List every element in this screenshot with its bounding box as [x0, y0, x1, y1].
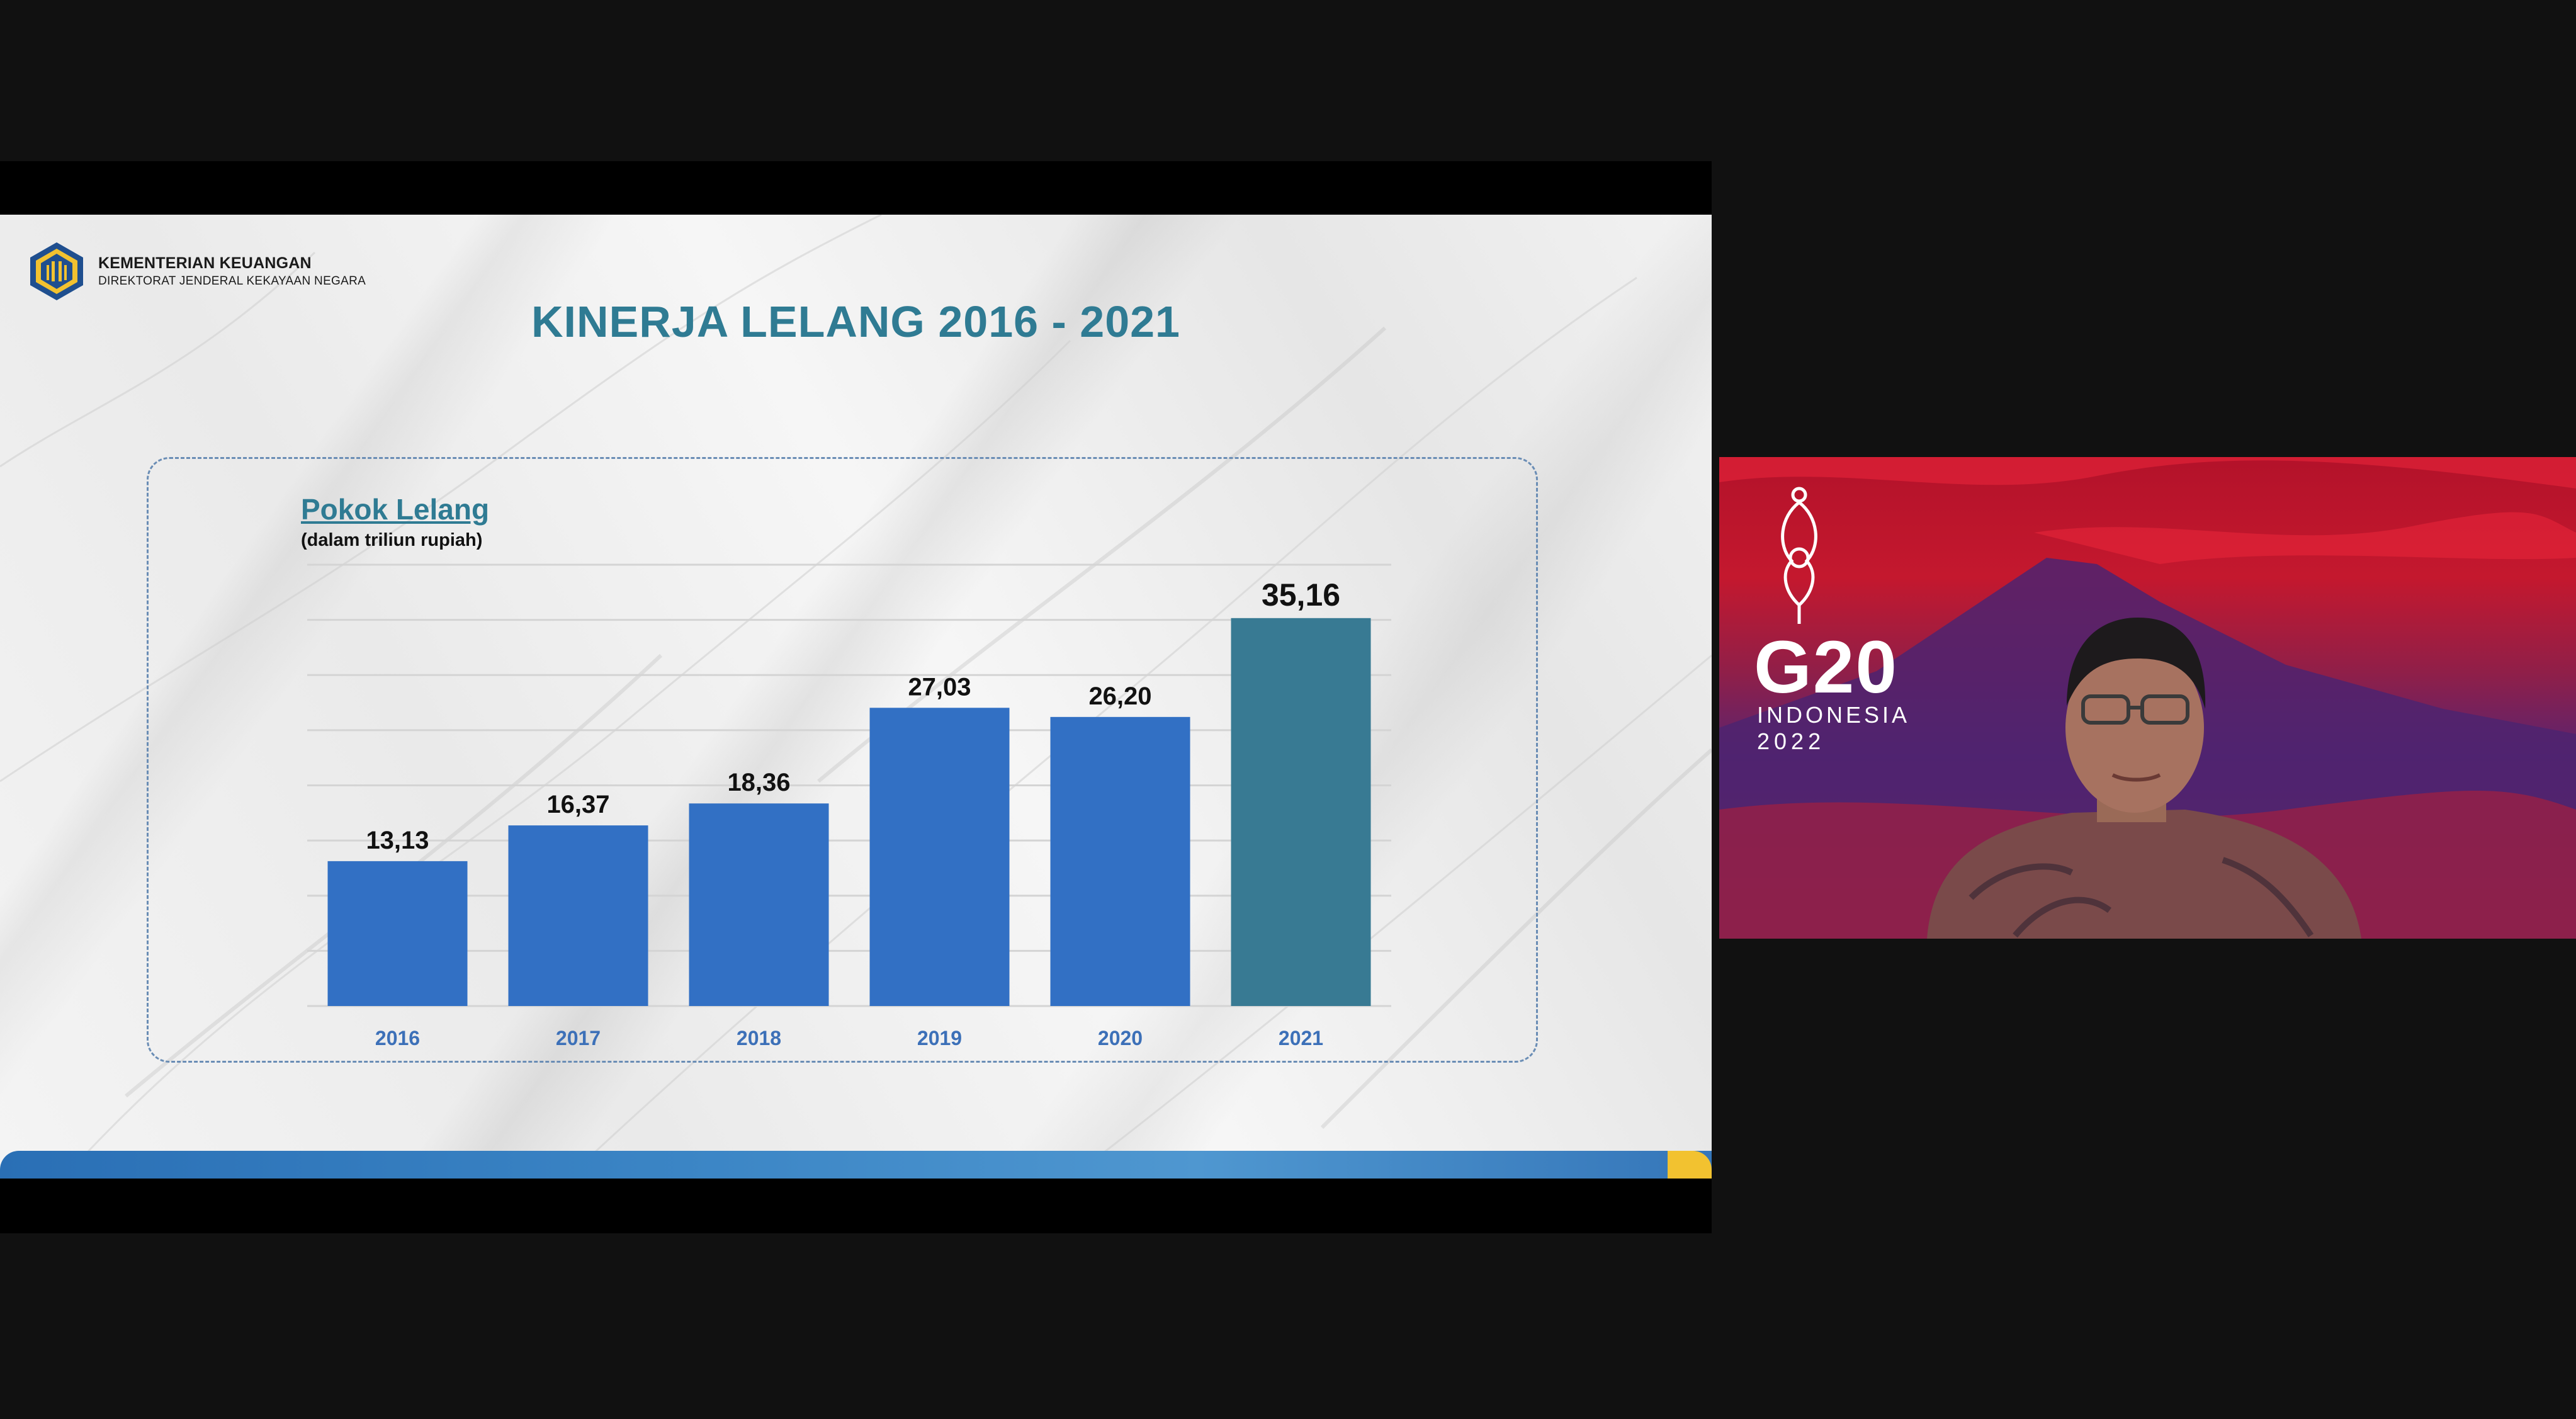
- data-label-2021: 35,16: [1262, 577, 1340, 613]
- chart-subheading: (dalam triliun rupiah): [301, 530, 483, 550]
- data-label-2017: 16,37: [546, 791, 609, 818]
- bar-2017: [508, 825, 648, 1006]
- g20-emblem-icon: [1781, 487, 1817, 624]
- ministry-logo: KEMENTERIAN KEUANGAN DIREKTORAT JENDERAL…: [25, 240, 366, 303]
- g20-logo-text: G20: [1754, 626, 1899, 709]
- data-label-2016: 13,13: [366, 827, 429, 854]
- x-tick-2017: 2017: [556, 1027, 601, 1049]
- slide-footer-band: [0, 1151, 1712, 1179]
- data-label-2018: 18,36: [727, 769, 790, 796]
- speaker-person: [1927, 618, 2361, 939]
- bar-2019: [869, 708, 1010, 1006]
- slide-footer-accent: [1668, 1151, 1712, 1179]
- data-label-2020: 26,20: [1088, 682, 1151, 710]
- bar-2018: [689, 803, 829, 1006]
- org-name: KEMENTERIAN KEUANGAN: [98, 254, 312, 272]
- x-tick-2016: 2016: [375, 1027, 420, 1049]
- presentation-slide: KEMENTERIAN KEUANGAN DIREKTORAT JENDERAL…: [0, 215, 1712, 1179]
- x-tick-2021: 2021: [1279, 1027, 1323, 1049]
- org-subname: DIREKTORAT JENDERAL KEKAYAAN NEGARA: [98, 274, 366, 288]
- chart-container: [147, 457, 1538, 1063]
- ministry-emblem-icon: [30, 242, 83, 300]
- video-background: [1719, 457, 2576, 939]
- bar-2016: [327, 861, 468, 1006]
- participant-video[interactable]: G20 INDONESIA 2022: [1719, 457, 2576, 939]
- chart-heading: Pokok Lelang: [301, 493, 490, 526]
- shared-screen: KEMENTERIAN KEUANGAN DIREKTORAT JENDERAL…: [0, 161, 1712, 1233]
- x-tick-2018: 2018: [737, 1027, 781, 1049]
- g20-logo-country: INDONESIA: [1757, 702, 1911, 728]
- slide-title: KINERJA LELANG 2016 - 2021: [531, 297, 1180, 346]
- data-label-2019: 27,03: [908, 673, 971, 701]
- x-tick-2020: 2020: [1098, 1027, 1143, 1049]
- bar-2020: [1050, 716, 1190, 1006]
- x-tick-2019: 2019: [917, 1027, 962, 1049]
- g20-logo-year: 2022: [1757, 728, 1826, 754]
- bar-2021: [1231, 618, 1371, 1006]
- bar-chart: 13,13 2016 16,37 2017 18,36 2018 27,03 2019 26,2…: [307, 563, 1391, 1049]
